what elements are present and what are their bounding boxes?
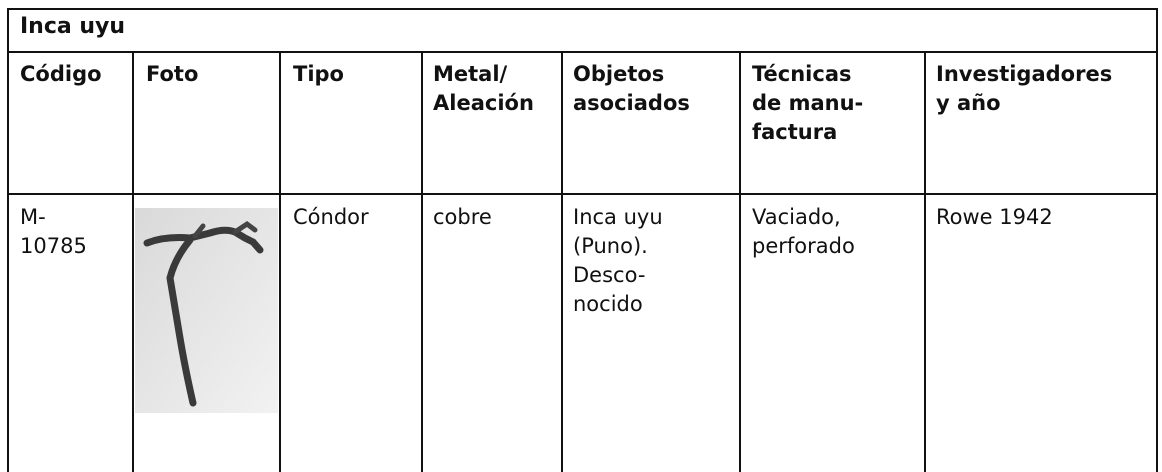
header-cell: Metal/Aleación — [433, 60, 534, 118]
table-title: Inca uyu — [20, 14, 126, 39]
border — [7, 8, 9, 472]
cell: M- 10785 — [20, 203, 87, 261]
text: de manu- — [752, 91, 864, 115]
text: Cóndor — [293, 205, 369, 229]
border — [924, 51, 926, 472]
text: Desco- — [573, 263, 646, 287]
text: Foto — [146, 62, 199, 86]
border — [279, 51, 281, 472]
cell: Vaciado, perforado — [752, 203, 855, 261]
text: nocido — [573, 292, 643, 316]
text: Inca uyu — [573, 205, 663, 229]
header-cell: Tipo — [293, 60, 344, 89]
header-cell: Técnicas de manu-factura — [752, 60, 863, 147]
border — [7, 51, 1158, 53]
text: (Puno). — [573, 234, 648, 258]
header-cell: Código — [20, 60, 102, 89]
text: Técnicas — [752, 62, 852, 86]
border — [1156, 8, 1158, 472]
text: Rowe 1942 — [936, 205, 1053, 229]
text: cobre — [433, 205, 492, 229]
text: Metal/ — [433, 62, 508, 86]
header-cell: Objetos asociados — [573, 60, 690, 118]
photo — [135, 208, 278, 413]
text: y año — [936, 91, 1001, 115]
border — [421, 51, 423, 472]
cell: Cóndor — [293, 203, 369, 232]
border — [739, 51, 741, 472]
text: Tipo — [293, 62, 344, 86]
text: Vaciado, — [752, 205, 841, 229]
text: M- — [20, 205, 46, 229]
cell: Inca uyu (Puno). Desco-nocido — [573, 203, 663, 319]
header-cell: Investigadores y año — [936, 60, 1112, 118]
text: Aleación — [433, 91, 534, 115]
text: Código — [20, 62, 102, 86]
cell: cobre — [433, 203, 492, 232]
text: 10785 — [20, 234, 87, 258]
text: factura — [752, 120, 838, 144]
header-cell: Foto — [146, 60, 198, 89]
border — [7, 193, 1158, 195]
cell: Rowe 1942 — [936, 203, 1053, 232]
text: Investigadores — [936, 62, 1113, 86]
text: asociados — [573, 91, 690, 115]
text: Objetos — [573, 62, 665, 86]
border — [7, 8, 1158, 10]
text: perforado — [752, 234, 855, 258]
border — [132, 51, 134, 472]
border — [561, 51, 563, 472]
